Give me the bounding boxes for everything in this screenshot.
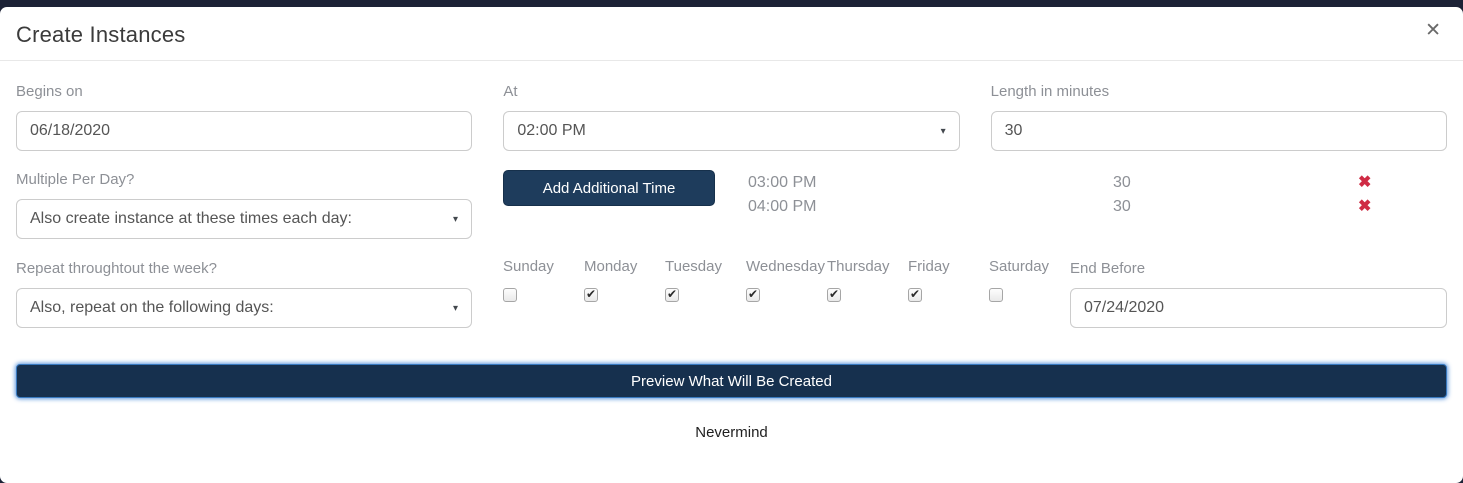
repeat-week-select[interactable]: Also, repeat on the following days: ▾	[16, 288, 472, 328]
chevron-down-icon: ▾	[452, 213, 458, 225]
repeat-week-group: Repeat throughtout the week? Also, repea…	[16, 259, 472, 328]
end-before-input[interactable]	[1070, 288, 1447, 328]
multiple-per-day-label: Multiple Per Day?	[16, 171, 135, 188]
additional-times-list: 03:00 PM 30 ✖ 04:00 PM 30 ✖	[748, 171, 1447, 219]
additional-time-row: 04:00 PM 30 ✖	[748, 195, 1447, 219]
additional-time-length: 30	[1113, 198, 1131, 215]
chevron-down-icon: ▾	[940, 125, 946, 137]
day-thursday-checkbox[interactable]	[827, 287, 841, 302]
row-repeat-week: Repeat throughtout the week? Also, repea…	[16, 259, 1447, 328]
end-before-label: End Before	[1070, 260, 1146, 277]
multiple-per-day-group: Multiple Per Day? Also create instance a…	[16, 170, 472, 239]
day-label: Monday	[584, 258, 638, 275]
day-saturday-checkbox[interactable]	[989, 288, 1003, 302]
at-select[interactable]: 02:00 PM ▾	[503, 111, 960, 151]
begins-on-group: Begins on	[16, 82, 473, 151]
day-monday: Monday	[584, 259, 665, 307]
create-instances-modal: Create Instances ✕ Begins on At 02:00 PM…	[0, 7, 1463, 483]
repeat-week-label: Repeat throughtout the week?	[16, 260, 217, 277]
modal-title: Create Instances	[16, 22, 186, 47]
repeat-week-value: Also, repeat on the following days:	[30, 299, 274, 316]
begins-on-input[interactable]	[16, 111, 473, 151]
day-sunday-checkbox[interactable]	[503, 288, 517, 302]
day-sunday: Sunday	[503, 259, 584, 307]
at-group: At 02:00 PM ▾	[503, 82, 960, 151]
day-monday-checkbox[interactable]	[584, 287, 598, 302]
day-saturday: Saturday	[989, 259, 1070, 307]
day-thursday: Thursday	[827, 259, 908, 307]
day-label: Thursday	[827, 258, 890, 275]
add-additional-time-button[interactable]: Add Additional Time	[503, 170, 715, 206]
remove-time-icon[interactable]: ✖	[1358, 174, 1372, 191]
day-label: Friday	[908, 258, 950, 275]
day-label: Wednesday	[746, 258, 825, 275]
preview-button[interactable]: Preview What Will Be Created	[16, 364, 1447, 398]
at-select-value: 02:00 PM	[517, 122, 586, 139]
additional-times-section: Add Additional Time 03:00 PM 30 ✖ 04:00 …	[503, 170, 1447, 219]
nevermind-link[interactable]: Nevermind	[695, 424, 768, 441]
day-friday-checkbox[interactable]	[908, 287, 922, 302]
additional-time-row: 03:00 PM 30 ✖	[748, 171, 1447, 195]
additional-time-value: 03:00 PM	[748, 174, 817, 191]
day-wednesday: Wednesday	[746, 259, 827, 307]
end-before-group: End Before	[1070, 259, 1447, 328]
multiple-per-day-select[interactable]: Also create instance at these times each…	[16, 199, 472, 239]
row-multiple-per-day: Multiple Per Day? Also create instance a…	[16, 170, 1447, 239]
day-friday: Friday	[908, 259, 989, 307]
day-label: Saturday	[989, 258, 1050, 275]
modal-body: Begins on At 02:00 PM ▾ Length in minute…	[0, 61, 1463, 328]
row-date-time-length: Begins on At 02:00 PM ▾ Length in minute…	[16, 82, 1447, 151]
begins-on-label: Begins on	[16, 83, 83, 100]
modal-header: Create Instances ✕	[0, 7, 1463, 61]
chevron-down-icon: ▾	[452, 302, 458, 314]
day-tuesday-checkbox[interactable]	[665, 287, 679, 302]
additional-time-length: 30	[1113, 174, 1131, 191]
day-tuesday: Tuesday	[665, 259, 746, 307]
length-label: Length in minutes	[990, 83, 1110, 100]
day-label: Tuesday	[665, 258, 722, 275]
day-label: Sunday	[503, 258, 554, 275]
close-icon[interactable]: ✕	[1421, 19, 1445, 42]
days-of-week: Sunday Monday Tuesday Wednesday Thursday	[503, 259, 1070, 307]
multiple-per-day-value: Also create instance at these times each…	[30, 210, 352, 227]
day-wednesday-checkbox[interactable]	[746, 287, 760, 302]
remove-time-icon[interactable]: ✖	[1358, 198, 1372, 215]
additional-time-value: 04:00 PM	[748, 198, 817, 215]
at-label: At	[503, 83, 518, 100]
length-input[interactable]	[990, 111, 1447, 151]
length-group: Length in minutes	[990, 82, 1447, 151]
